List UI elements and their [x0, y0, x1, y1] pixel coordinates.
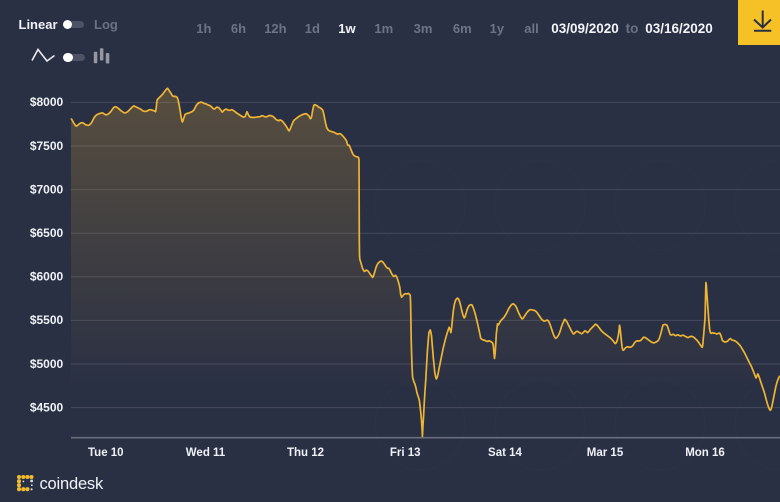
- svg-text:$6500: $6500: [30, 226, 64, 240]
- svg-text:$7000: $7000: [30, 182, 64, 196]
- svg-text:$5000: $5000: [30, 357, 64, 371]
- svg-text:Mon 16: Mon 16: [685, 447, 725, 459]
- svg-text:$7500: $7500: [30, 139, 64, 153]
- svg-text:$6000: $6000: [30, 270, 64, 284]
- svg-text:$5500: $5500: [30, 313, 64, 327]
- svg-text:Wed 11: Wed 11: [186, 447, 226, 459]
- svg-text:$8000: $8000: [30, 95, 64, 109]
- svg-text:Thu 12: Thu 12: [287, 447, 324, 459]
- svg-text:$4500: $4500: [30, 400, 64, 414]
- svg-text:Mar 15: Mar 15: [587, 447, 624, 459]
- svg-text:Tue 10: Tue 10: [88, 447, 124, 459]
- svg-text:Sat 14: Sat 14: [488, 447, 522, 459]
- svg-text:Fri 13: Fri 13: [390, 447, 421, 459]
